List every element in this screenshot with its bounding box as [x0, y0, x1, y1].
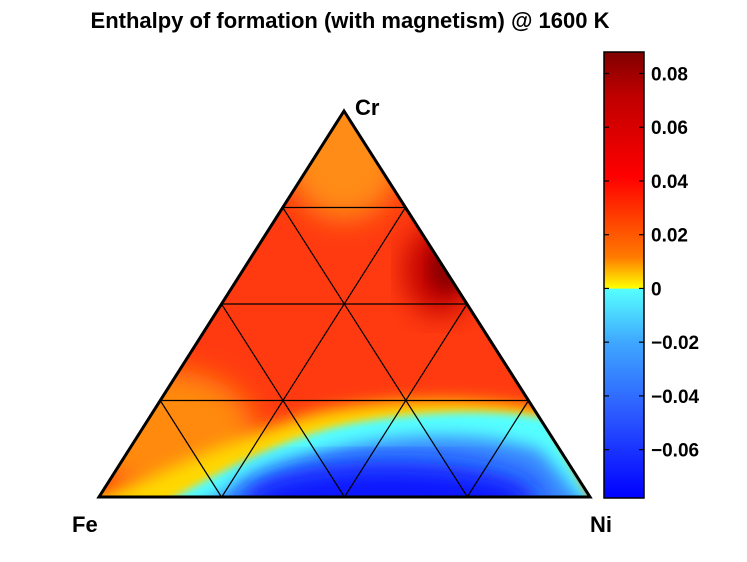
- heatmap-field: [99, 111, 590, 497]
- vertex-label-right: Ni: [590, 512, 612, 537]
- vertex-label-left: Fe: [72, 512, 98, 537]
- colorbar: [603, 51, 645, 499]
- colorbar-tick-label: −0.02: [651, 333, 699, 354]
- colorbar-tick-label: 0.06: [651, 118, 688, 139]
- colorbar-tick-label: 0: [651, 279, 662, 300]
- ternary-outline: [96, 108, 593, 499]
- colorbar-tick-label: −0.06: [651, 441, 699, 462]
- colorbar-ticks: 0.08 0.06 0.04 0.02 0 −0.02 −0.04 −0.06: [604, 64, 700, 462]
- chart-title: Enthalpy of formation (with magnetism) @…: [90, 8, 610, 33]
- vertex-label-top: Cr: [355, 95, 380, 120]
- colorbar-tick-label: 0.04: [651, 172, 688, 193]
- colorbar-tick-label: −0.04: [651, 387, 700, 408]
- colorbar-tick-label: 0.08: [651, 64, 688, 85]
- ternary-grid: [159, 206, 530, 498]
- colorbar-tick-label: 0.02: [651, 226, 688, 247]
